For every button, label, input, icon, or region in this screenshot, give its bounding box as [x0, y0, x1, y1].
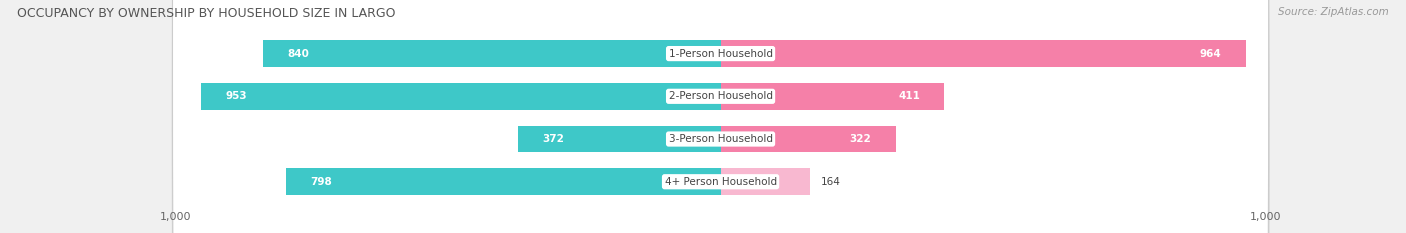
Text: 164: 164	[821, 177, 841, 187]
FancyBboxPatch shape	[173, 0, 1268, 233]
Text: 2-Person Household: 2-Person Household	[669, 91, 772, 101]
Text: 411: 411	[898, 91, 920, 101]
Bar	[285, 168, 721, 195]
Text: 964: 964	[1199, 49, 1222, 58]
FancyBboxPatch shape	[173, 0, 1268, 233]
Bar	[517, 126, 721, 152]
Bar	[721, 83, 945, 110]
Bar	[263, 40, 721, 67]
Bar	[201, 83, 721, 110]
Text: 322: 322	[849, 134, 872, 144]
Bar	[721, 168, 810, 195]
Text: 953: 953	[226, 91, 247, 101]
Text: OCCUPANCY BY OWNERSHIP BY HOUSEHOLD SIZE IN LARGO: OCCUPANCY BY OWNERSHIP BY HOUSEHOLD SIZE…	[17, 7, 395, 20]
Text: 372: 372	[543, 134, 564, 144]
Text: 798: 798	[311, 177, 332, 187]
Text: 4+ Person Household: 4+ Person Household	[665, 177, 776, 187]
Text: 840: 840	[287, 49, 309, 58]
FancyBboxPatch shape	[173, 0, 1268, 233]
Bar	[721, 40, 1246, 67]
Text: 3-Person Household: 3-Person Household	[669, 134, 772, 144]
Bar	[721, 126, 896, 152]
Text: Source: ZipAtlas.com: Source: ZipAtlas.com	[1278, 7, 1389, 17]
FancyBboxPatch shape	[173, 0, 1268, 233]
Text: 1-Person Household: 1-Person Household	[669, 49, 772, 58]
